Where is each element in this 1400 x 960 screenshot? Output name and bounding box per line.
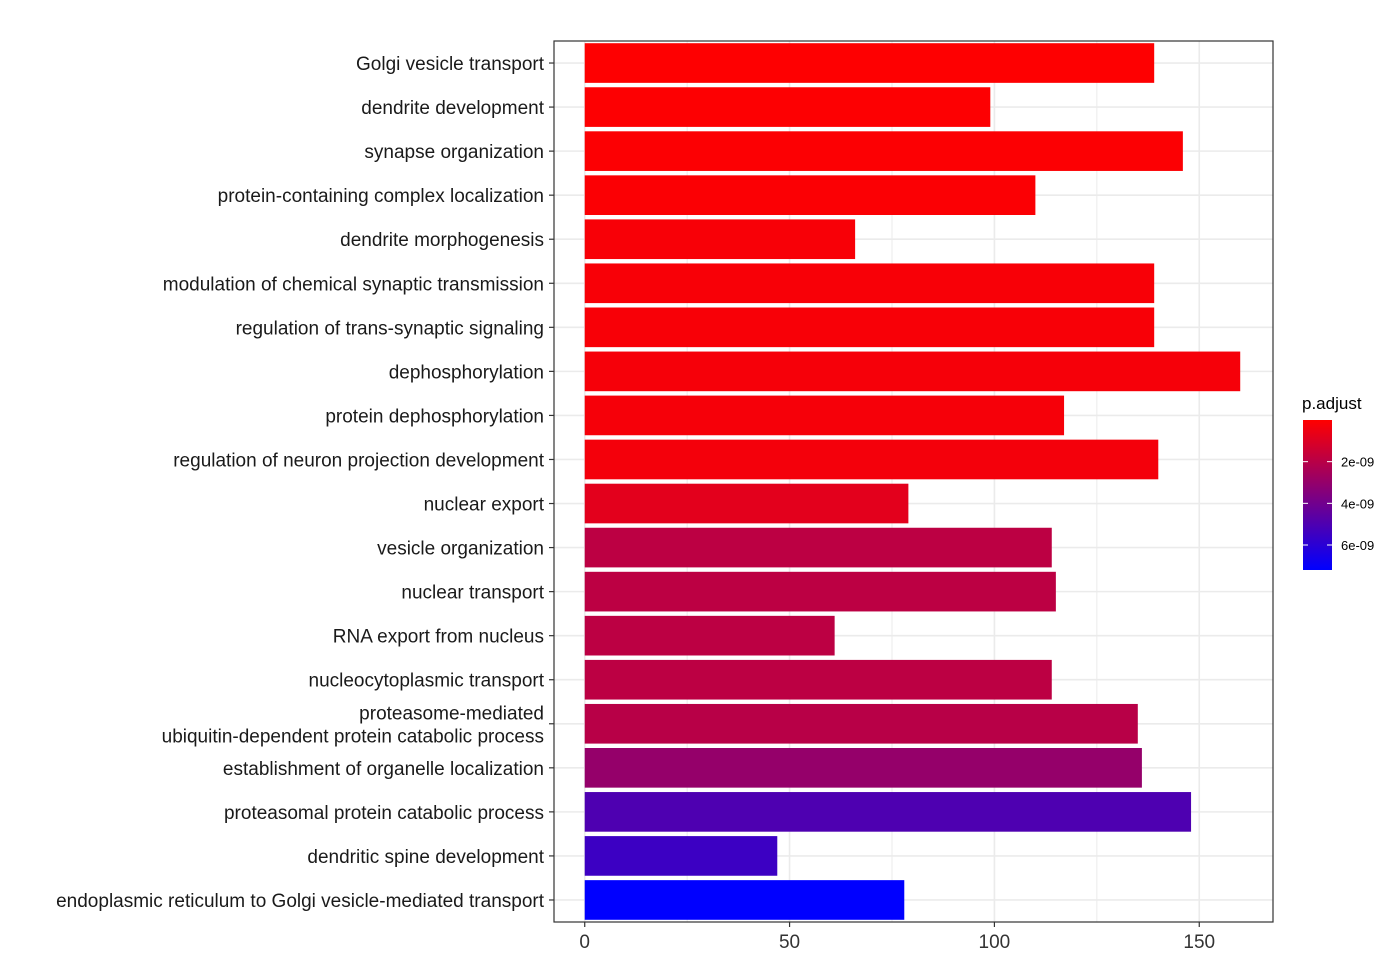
legend-tick-label: 4e-09 (1341, 496, 1374, 511)
legend-ticks: 2e-09 4e-09 6e-09 (1303, 455, 1374, 553)
bar (584, 748, 1142, 788)
y-tick-label: protein dephosphorylation (325, 406, 544, 427)
bar (584, 87, 991, 127)
y-tick-label: regulation of neuron projection developm… (173, 450, 544, 471)
y-tick-label: nuclear export (424, 495, 545, 516)
bar (584, 703, 1138, 744)
y-tick-label: Golgi vesicle transport (356, 54, 545, 75)
x-axis: 0 50 100 150 (579, 922, 1215, 953)
legend-colorbar (1303, 420, 1332, 570)
bar (584, 219, 856, 260)
bar (584, 880, 905, 920)
bar (584, 659, 1052, 700)
bar (584, 263, 1155, 304)
y-tick-label: establishment of organelle localization (223, 759, 544, 780)
plot-panel-border (553, 40, 1274, 923)
x-tick-label: 100 (979, 932, 1011, 953)
x-tick-label: 0 (579, 932, 590, 953)
bar (584, 836, 778, 876)
bar (584, 571, 1056, 612)
y-tick-label: proteasomal protein catabolic process (224, 803, 544, 824)
bar (584, 307, 1155, 348)
bar (584, 43, 1155, 83)
y-tick-label: dephosphorylation (389, 362, 544, 383)
bar (584, 527, 1052, 568)
y-tick-label: RNA export from nucleus (333, 627, 544, 648)
x-tick-label: 150 (1183, 932, 1215, 953)
bar (584, 439, 1159, 480)
y-tick-label: modulation of chemical synaptic transmis… (163, 274, 544, 295)
bars (584, 43, 1241, 920)
y-tick-label: vesicle organization (377, 539, 544, 560)
y-tick-label: dendritic spine development (307, 847, 544, 868)
color-legend: p.adjust 2e-09 4e-09 6e-09 (1302, 394, 1374, 570)
bar (584, 792, 1192, 832)
legend-tick-label: 6e-09 (1341, 538, 1374, 553)
y-tick-label: proteasome-mediated ubiquitin-dependent p… (162, 703, 544, 747)
bar (584, 395, 1065, 436)
y-tick-label: synapse organization (364, 142, 544, 163)
bar (584, 131, 1183, 171)
bar (584, 483, 909, 524)
legend-tick-label: 2e-09 (1341, 455, 1374, 470)
y-tick-label: protein-containing complex localization (218, 186, 544, 207)
legend-title: p.adjust (1302, 394, 1362, 413)
y-tick-label: dendrite morphogenesis (340, 230, 544, 251)
x-tick-label: 50 (779, 932, 800, 953)
y-tick-label: nucleocytoplasmic transport (309, 671, 545, 692)
y-tick-label: dendrite development (361, 98, 544, 119)
bar (584, 351, 1241, 392)
y-tick-label: endoplasmic reticulum to Golgi vesicle-m… (56, 891, 545, 912)
bar (584, 615, 835, 656)
y-tick-label: nuclear transport (401, 583, 544, 604)
y-tick-label: regulation of trans-synaptic signaling (236, 318, 544, 339)
bar (584, 175, 1036, 215)
plot-panel-background (554, 41, 1273, 922)
y-axis: Golgi vesicle transport dendrite developm… (56, 54, 554, 912)
